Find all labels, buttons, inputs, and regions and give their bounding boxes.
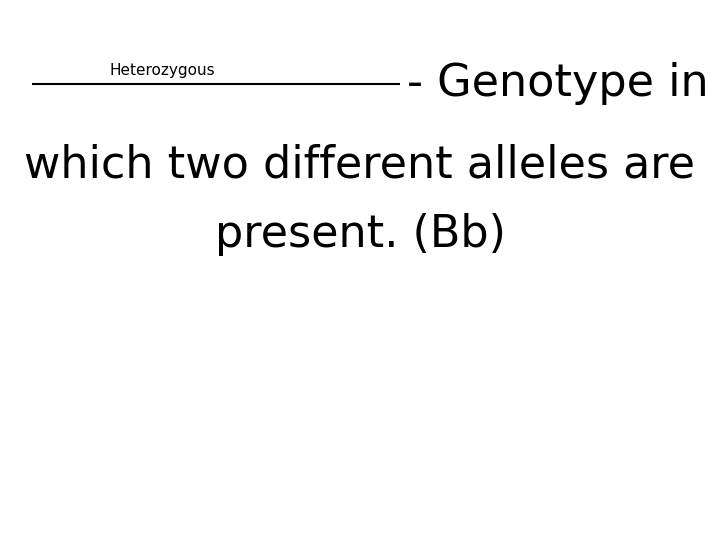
Text: present. (Bb): present. (Bb) — [215, 213, 505, 256]
Text: Heterozygous: Heterozygous — [109, 63, 215, 78]
Text: - Genotype in: - Genotype in — [407, 62, 708, 105]
Text: which two different alleles are: which two different alleles are — [24, 143, 696, 186]
